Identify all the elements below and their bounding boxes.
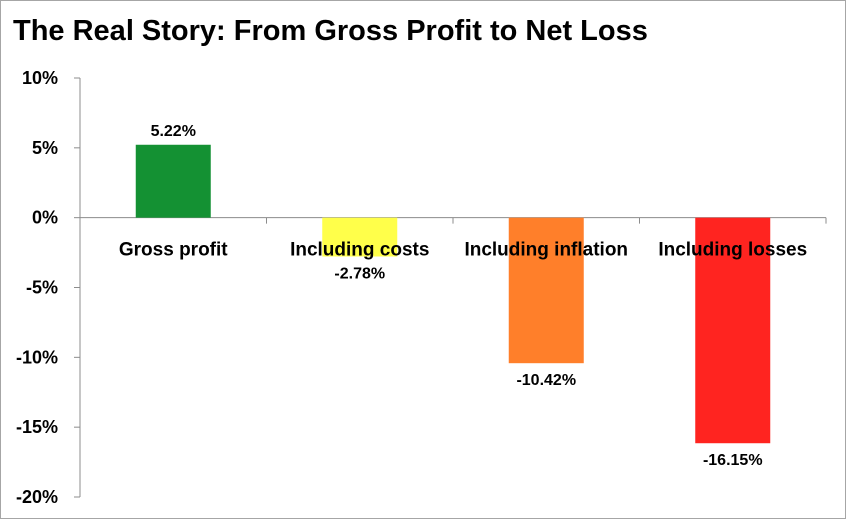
bars [135, 144, 771, 444]
category-label: Gross profit [119, 240, 228, 261]
data-label: -2.78% [334, 265, 385, 282]
category-label: Including costs [290, 240, 429, 261]
y-tick-label: 10% [22, 68, 58, 88]
bar [135, 144, 211, 218]
bar [695, 217, 771, 444]
data-label: 5.22% [151, 123, 196, 140]
labels: 5.22% Gross profit -2.78% Including costs -1… [119, 123, 807, 469]
y-tick-label: -15% [16, 417, 58, 437]
chart-title: The Real Story: From Gross Profit to Net… [13, 15, 648, 47]
bar [322, 217, 398, 257]
y-tick-label: -20% [16, 487, 58, 507]
category-label: Including losses [658, 240, 807, 261]
y-tick-label: 0% [32, 208, 58, 228]
bar [508, 217, 584, 364]
y-tick-label: 5% [32, 138, 58, 158]
y-tick-label: -10% [16, 347, 58, 367]
y-tick-label: -5% [26, 278, 58, 298]
data-label: -16.15% [703, 452, 763, 469]
data-label: -10.42% [516, 372, 576, 389]
category-label: Including inflation [464, 240, 628, 261]
axes: 10% 5% 0% -5% -10% -15% -20% [16, 68, 827, 507]
